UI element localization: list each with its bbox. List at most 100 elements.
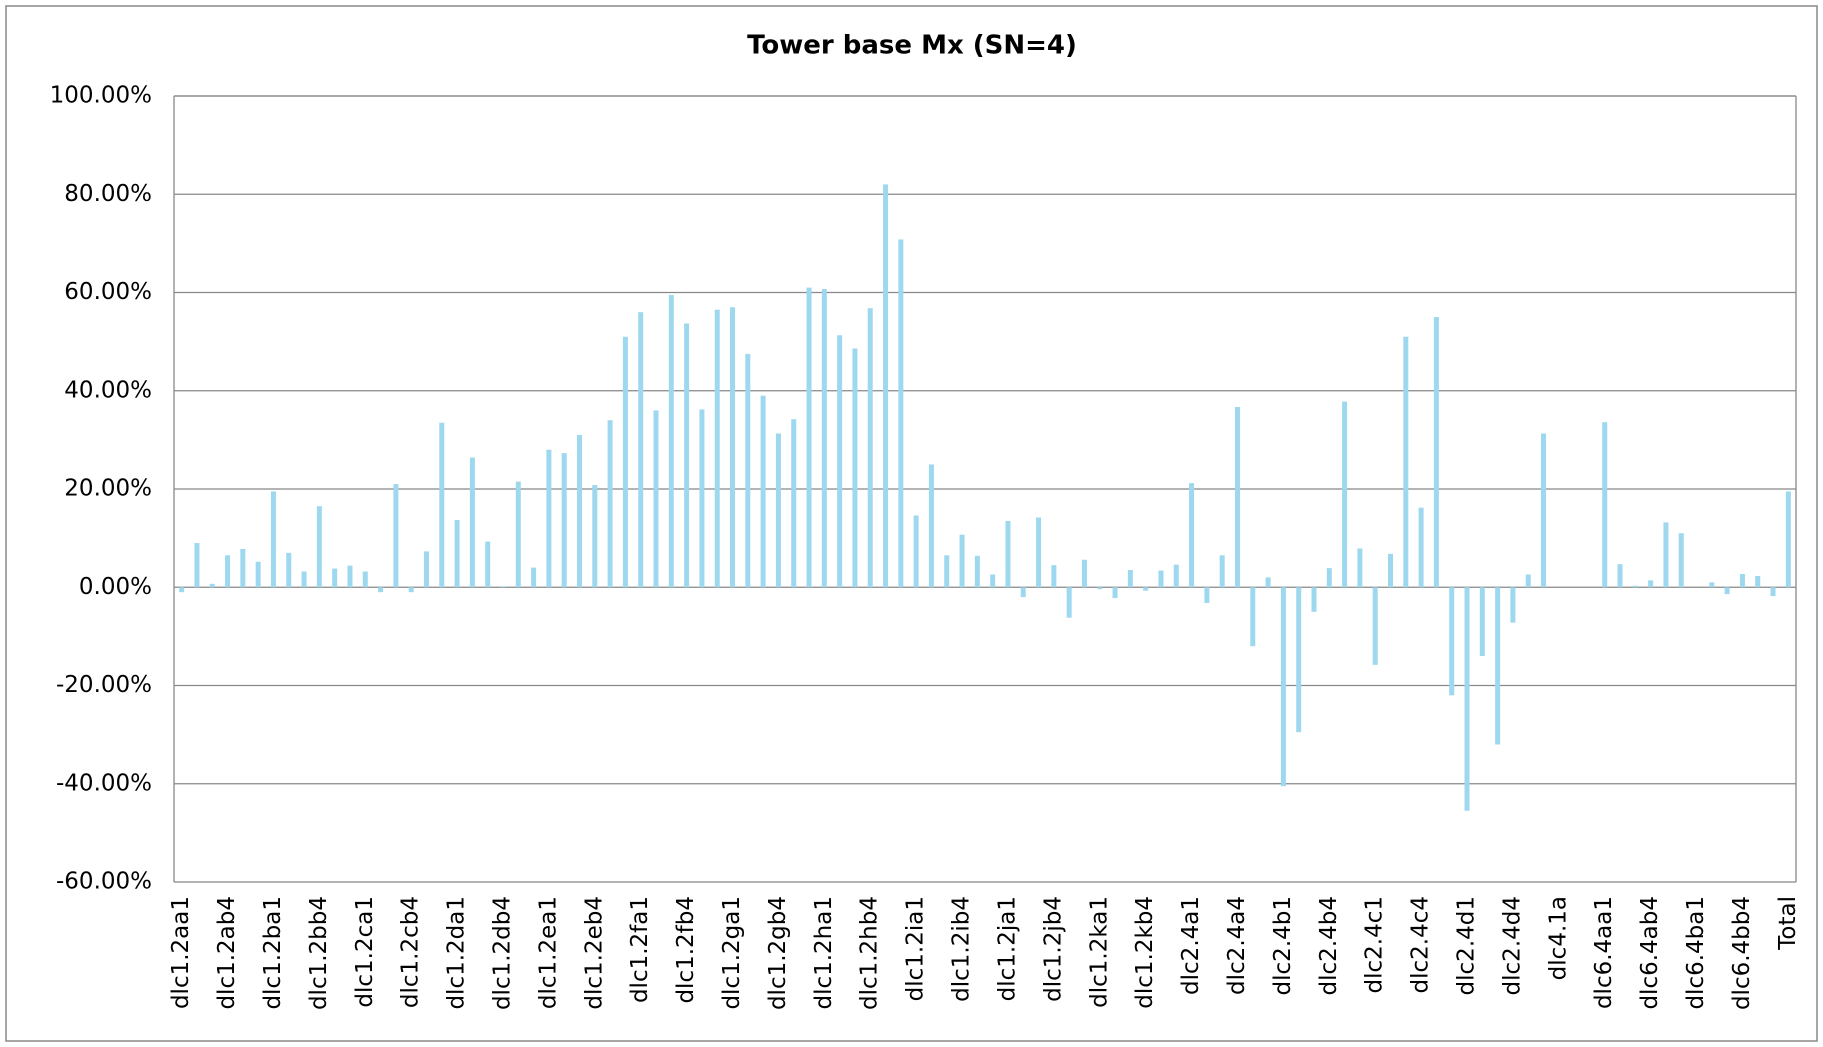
bar [469, 457, 475, 588]
bar [1449, 587, 1455, 696]
bar [622, 336, 628, 588]
x-tick-label: dlc1.2kb4 [1132, 896, 1158, 1009]
bar [546, 449, 552, 588]
x-tick-label: dlc1.2ia1 [903, 896, 929, 1001]
chart-border [5, 5, 1818, 1042]
bar [1418, 507, 1424, 588]
bar [225, 555, 231, 588]
x-tick-label: dlc2.4d4 [1499, 896, 1525, 995]
bar [653, 410, 659, 588]
bar [286, 552, 292, 588]
bar [1495, 587, 1501, 745]
x-tick-label: dlc1.2ib4 [949, 896, 975, 1002]
bar [209, 583, 215, 588]
bar [1357, 548, 1363, 588]
y-tick-label: -20.00% [56, 672, 152, 698]
bar [806, 287, 812, 588]
bar [1051, 565, 1057, 588]
x-tick-label: dlc6.4ab4 [1637, 896, 1663, 1010]
bar [837, 335, 843, 588]
bar [699, 409, 705, 588]
bar [1709, 582, 1715, 588]
x-tick-label: dlc1.2eb4 [581, 896, 607, 1010]
bar [1250, 587, 1256, 647]
bar [423, 551, 429, 588]
bar [1005, 520, 1011, 588]
x-tick-label: dlc1.2ab4 [214, 896, 240, 1010]
bar [1189, 483, 1195, 588]
bar [1112, 587, 1118, 599]
bar [1525, 574, 1531, 588]
x-tick-label: dlc1.2ka1 [1086, 896, 1112, 1008]
bar [500, 586, 506, 588]
bar [592, 485, 598, 588]
x-tick-label: dlc1.2ja1 [994, 896, 1020, 1001]
bar [393, 484, 399, 588]
x-tick-label: dlc1.2ba1 [260, 896, 286, 1010]
x-tick-label: Total [1775, 896, 1801, 951]
x-tick-label: dlc2.4d1 [1454, 896, 1480, 995]
bar [1066, 587, 1072, 618]
bar [316, 506, 322, 588]
bar [1296, 587, 1302, 733]
x-tick-label: dlc1.2db4 [489, 896, 515, 1010]
bar [1479, 587, 1485, 657]
bar [1219, 555, 1225, 588]
bar [561, 453, 567, 588]
bar [714, 309, 720, 588]
bar [821, 289, 827, 588]
x-tick-label: dlc1.2ca1 [352, 896, 378, 1008]
bar [1388, 553, 1393, 588]
bar [270, 491, 276, 588]
x-tick-label: dlc1.2fa1 [627, 896, 653, 1003]
bar [362, 571, 368, 588]
x-tick-label: dlc1.2fb4 [673, 896, 699, 1004]
bar [1204, 587, 1210, 603]
bar [990, 574, 996, 588]
bar [1541, 433, 1547, 588]
bar [1311, 587, 1317, 612]
bar [1632, 585, 1638, 588]
bar [775, 433, 781, 588]
bar [1326, 568, 1332, 588]
x-tick-label: dlc1.2hb4 [857, 896, 883, 1010]
bar [1464, 587, 1470, 811]
bar [1785, 491, 1791, 588]
bar [867, 308, 873, 588]
x-tick-label: dlc1.2bb4 [306, 896, 332, 1010]
bar [1342, 401, 1348, 588]
bar [1739, 573, 1745, 588]
bar [1602, 422, 1608, 588]
bar [1280, 587, 1286, 787]
bar [1403, 336, 1409, 588]
x-tick-label: dlc2.4c1 [1362, 896, 1388, 994]
chart-title: Tower base Mx (SN=4) [747, 31, 1077, 61]
bar [332, 568, 338, 588]
x-tick-label: dlc6.4ba1 [1683, 896, 1709, 1010]
x-tick-label: dlc2.4c4 [1408, 896, 1434, 994]
x-tick-label: dlc1.2aa1 [168, 896, 194, 1009]
bar [684, 323, 690, 588]
bar [301, 571, 307, 588]
bar [1097, 587, 1103, 590]
bar [378, 587, 384, 593]
bar [1158, 570, 1164, 588]
bar [1770, 587, 1776, 597]
bar [928, 464, 934, 588]
x-tick-label: dlc1.2jb4 [1040, 896, 1066, 1002]
bar [255, 561, 261, 588]
bar [240, 548, 246, 588]
bar [898, 239, 904, 588]
bar [439, 422, 445, 588]
bar [883, 184, 889, 588]
bar [1755, 575, 1761, 588]
bar [347, 565, 353, 588]
bar [1617, 564, 1623, 588]
y-tick-label: 20.00% [64, 476, 152, 502]
bar [179, 587, 185, 593]
bar [730, 307, 736, 588]
y-tick-label: 80.00% [64, 181, 152, 207]
bar [745, 353, 751, 588]
y-tick-label: 100.00% [50, 83, 152, 109]
bar [577, 434, 582, 588]
